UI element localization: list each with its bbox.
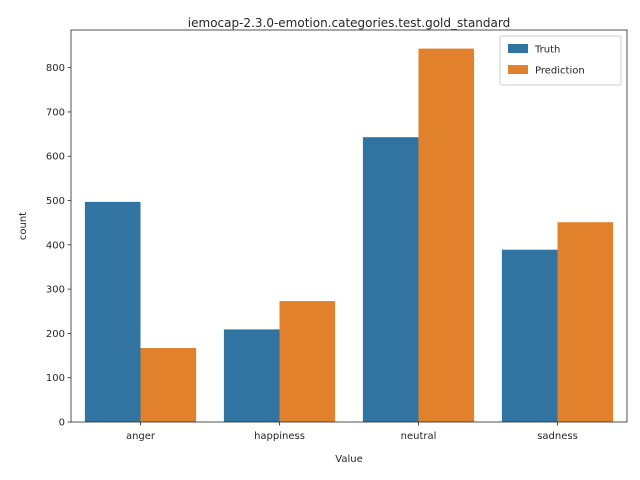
- y-axis: 0 100 200 300 400 500 600 700 800: [46, 63, 71, 429]
- plot-frame: [70, 29, 628, 423]
- legend: Truth Prediction: [499, 35, 622, 86]
- y-tick-label: 200: [46, 329, 65, 340]
- bar-truth-happiness: [223, 329, 280, 422]
- bar-prediction-happiness: [279, 301, 336, 422]
- x-axis-label: Value: [335, 454, 362, 465]
- bar-truth-neutral: [362, 137, 419, 422]
- y-tick-label: 600: [46, 152, 65, 163]
- legend-frame: [499, 35, 622, 86]
- legend-swatch-prediction: [508, 65, 528, 74]
- y-tick-label: 300: [46, 285, 65, 296]
- y-tick-label: 0: [59, 418, 65, 429]
- y-tick-label: 400: [46, 240, 65, 251]
- legend-label-prediction: Prediction: [535, 66, 585, 77]
- x-axis: anger happiness neutral sadness: [126, 422, 578, 442]
- x-tick-label-sadness: sadness: [537, 431, 578, 442]
- legend-swatch-truth: [508, 44, 528, 53]
- x-tick-label-anger: anger: [126, 431, 156, 442]
- y-tick-label: 100: [46, 373, 65, 384]
- y-tick-label: 800: [46, 63, 65, 74]
- bar-truth-sadness: [501, 249, 558, 422]
- bars-group: [84, 48, 614, 422]
- bar-truth-anger: [84, 201, 141, 422]
- legend-label-truth: Truth: [534, 45, 560, 56]
- x-tick-label-happiness: happiness: [254, 431, 305, 442]
- y-tick-label: 500: [46, 196, 65, 207]
- y-axis-label: count: [18, 212, 29, 240]
- bar-prediction-sadness: [557, 222, 614, 422]
- bar-prediction-neutral: [418, 48, 475, 422]
- chart-title: iemocap-2.3.0-emotion.categories.test.go…: [188, 16, 510, 30]
- bar-prediction-anger: [140, 348, 197, 422]
- x-tick-label-neutral: neutral: [401, 431, 437, 442]
- y-tick-label: 700: [46, 107, 65, 118]
